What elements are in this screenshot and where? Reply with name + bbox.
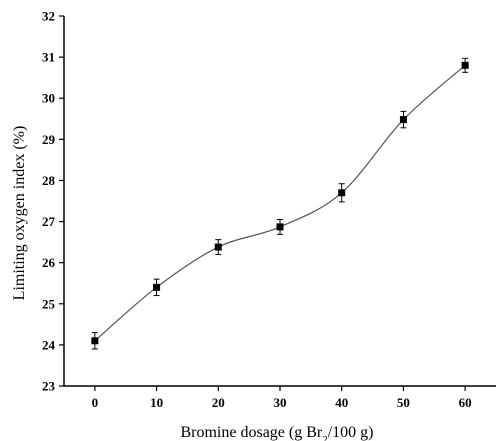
data-point	[153, 283, 161, 291]
x-axis-title: Bromine dosage (g Br2/100 g)	[180, 424, 373, 441]
y-tick-label: 25	[42, 296, 56, 311]
x-axis-title-main: Bromine dosage (g Br	[180, 424, 322, 441]
data-point	[91, 337, 99, 345]
data-point	[399, 116, 407, 124]
x-tick-label: 50	[397, 395, 410, 410]
data-point	[461, 61, 469, 69]
y-tick-label: 32	[42, 9, 55, 24]
y-tick-label: 27	[42, 214, 56, 229]
x-axis-title-subscript: 2	[322, 434, 328, 441]
axis-frame	[63, 16, 496, 387]
y-tick-label: 28	[42, 173, 56, 188]
y-axis-title: Limiting oxygen index (%)	[11, 126, 28, 301]
y-tick-label: 30	[42, 91, 55, 106]
y-tick-label: 23	[42, 379, 56, 394]
x-axis-title-tail: /100 g)	[328, 424, 374, 441]
x-tick-label: 40	[335, 395, 348, 410]
data-point	[214, 243, 222, 251]
y-tick-label: 26	[42, 255, 56, 270]
x-tick-label: 0	[92, 395, 99, 410]
y-tick-label: 31	[42, 50, 55, 65]
data-point	[276, 223, 284, 231]
axes	[63, 16, 496, 387]
data-series	[91, 57, 469, 350]
y-tick-label: 29	[42, 132, 56, 147]
y-tick-label: 24	[42, 337, 56, 352]
x-tick-label: 30	[274, 395, 287, 410]
x-tick-label: 10	[150, 395, 163, 410]
x-axis-ticks: 0 10 20 30 40 50 60	[92, 386, 472, 410]
x-tick-label: 20	[212, 395, 225, 410]
y-axis-ticks: 23 24 25 26 27 28 29 30 31 32	[42, 9, 64, 394]
data-point	[338, 189, 346, 197]
x-tick-label: 60	[459, 395, 472, 410]
series-line	[94, 64, 466, 342]
